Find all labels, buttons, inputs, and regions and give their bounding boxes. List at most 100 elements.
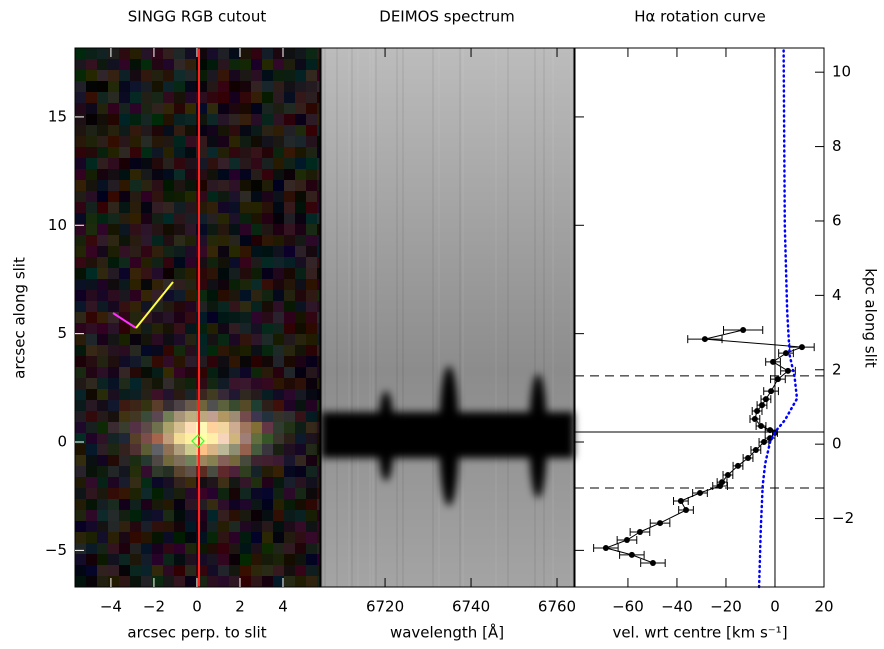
pixel (229, 301, 240, 312)
pixel (306, 59, 317, 70)
pixel (251, 433, 262, 444)
pixel (86, 180, 97, 191)
pixel (152, 543, 163, 554)
pixel (207, 477, 218, 488)
sky-line (375, 48, 377, 587)
pixel (317, 543, 320, 554)
pixel (317, 169, 320, 180)
pixel (185, 224, 196, 235)
pixel (86, 323, 97, 334)
pixel (218, 103, 229, 114)
pixel (196, 422, 207, 433)
pixel (262, 488, 273, 499)
pixel (284, 114, 295, 125)
pixel (306, 455, 317, 466)
pixel (207, 422, 218, 433)
pixel (207, 532, 218, 543)
sky-line (369, 48, 371, 587)
pixel (207, 180, 218, 191)
pixel (185, 367, 196, 378)
pixel (240, 444, 251, 455)
pixel (196, 59, 207, 70)
pixel (86, 554, 97, 565)
pixel (218, 565, 229, 576)
pixel (185, 477, 196, 488)
pixel (251, 125, 262, 136)
pixel (152, 59, 163, 70)
pixel (218, 334, 229, 345)
pixel (108, 169, 119, 180)
pixel (196, 510, 207, 521)
pixel (141, 389, 152, 400)
pixel (97, 367, 108, 378)
pixel (306, 367, 317, 378)
pixel (306, 81, 317, 92)
pixel (218, 521, 229, 532)
pixel (295, 334, 306, 345)
pixel (306, 70, 317, 81)
pixel (229, 169, 240, 180)
pixel (251, 543, 262, 554)
pixel (75, 334, 86, 345)
pixel (86, 202, 97, 213)
pixel (163, 136, 174, 147)
data-point (701, 336, 708, 343)
pixel (185, 532, 196, 543)
pixel (262, 345, 273, 356)
y2-tick-label: 2 (832, 360, 842, 378)
pixel (240, 81, 251, 92)
pixel (86, 246, 97, 257)
pixel (130, 345, 141, 356)
pixel (218, 510, 229, 521)
pixel (273, 477, 284, 488)
pixel (141, 103, 152, 114)
pixel (317, 400, 320, 411)
pixel (185, 345, 196, 356)
pixel (284, 103, 295, 114)
pixel (152, 290, 163, 301)
pixel (240, 268, 251, 279)
pixel (141, 92, 152, 103)
pixel (108, 235, 119, 246)
pixel (229, 312, 240, 323)
pixel (108, 114, 119, 125)
pixel (273, 334, 284, 345)
pixel (130, 125, 141, 136)
pixel (97, 290, 108, 301)
panel-frame (574, 47, 825, 588)
pixel (119, 81, 130, 92)
pixel (163, 400, 174, 411)
data-point (783, 350, 790, 357)
pixel (196, 279, 207, 290)
pixel (284, 510, 295, 521)
pixel (97, 543, 108, 554)
pixel (262, 125, 273, 136)
pixel (273, 246, 284, 257)
pixel (75, 378, 86, 389)
pixel (251, 103, 262, 114)
pixel (185, 202, 196, 213)
pixel (108, 455, 119, 466)
pixel (306, 477, 317, 488)
pixel (262, 466, 273, 477)
pixel (185, 290, 196, 301)
pixel (240, 400, 251, 411)
compass-line (112, 312, 137, 329)
pixel (262, 565, 273, 576)
pixel (240, 510, 251, 521)
pixel (141, 477, 152, 488)
pixel (317, 477, 320, 488)
pixel (306, 389, 317, 400)
pixel (152, 312, 163, 323)
x-axis-label: vel. wrt centre [km s⁻¹] (612, 624, 787, 642)
pixel (130, 246, 141, 257)
pixel (240, 180, 251, 191)
sky-line (402, 48, 404, 587)
pixel (196, 191, 207, 202)
data-point (770, 358, 777, 365)
pixel (295, 235, 306, 246)
pixel (119, 543, 130, 554)
pixel (141, 59, 152, 70)
pixel (295, 356, 306, 367)
pixel (185, 257, 196, 268)
